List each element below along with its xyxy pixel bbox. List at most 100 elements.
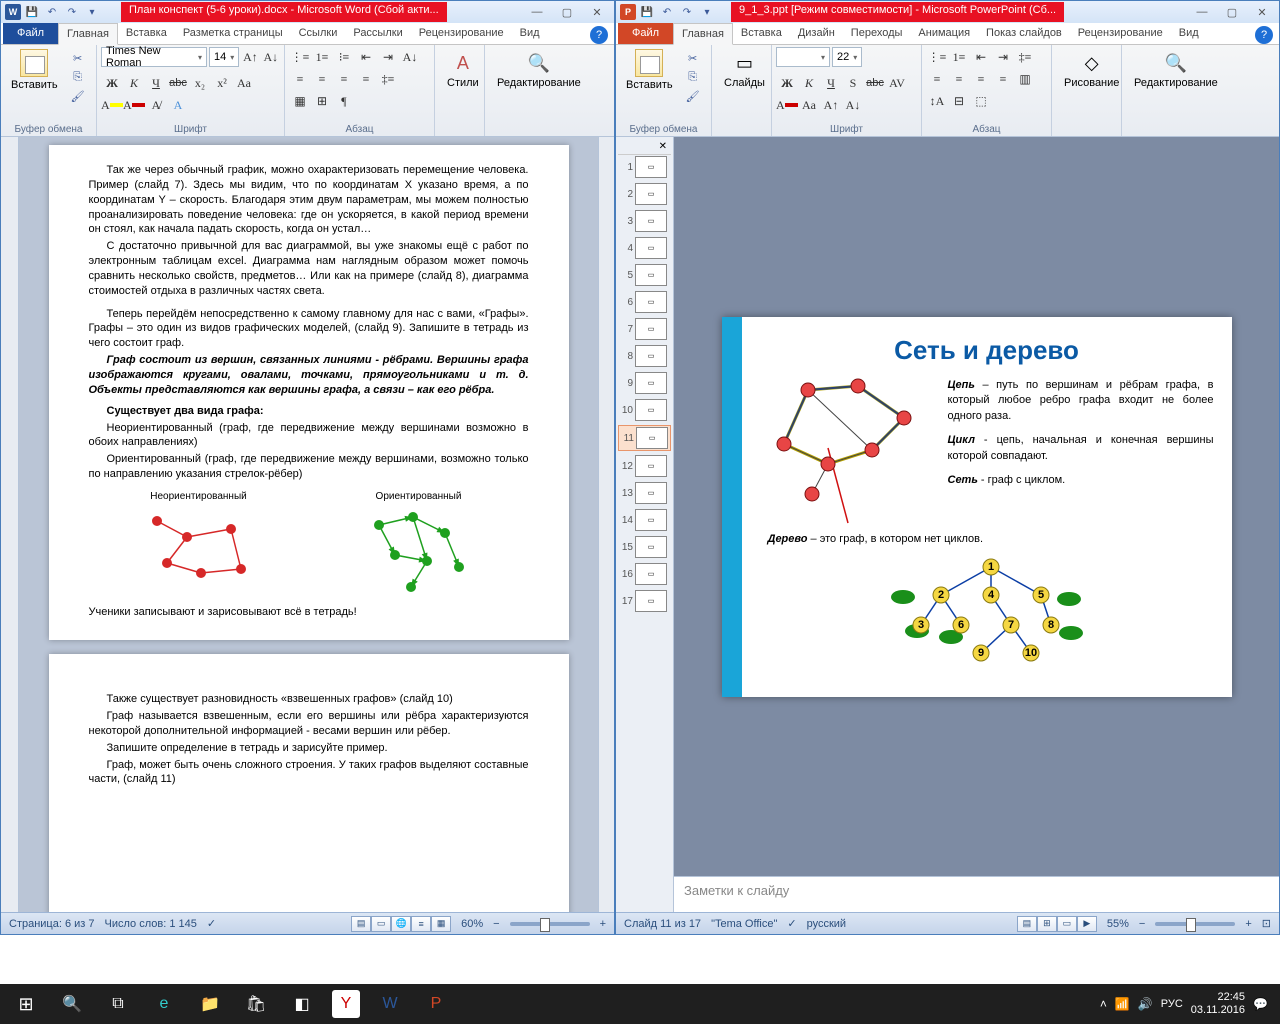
tab-insert[interactable]: Вставка <box>733 22 790 44</box>
text-direction-button[interactable]: ↕A <box>926 91 948 111</box>
justify-button[interactable]: ≡ <box>992 69 1014 89</box>
bullets-button[interactable]: ⋮≡ <box>926 47 948 67</box>
minimize-button[interactable]: — <box>522 3 552 21</box>
tab-review[interactable]: Рецензирование <box>411 22 512 44</box>
tray-chevron-icon[interactable]: ˄ <box>1100 997 1107 1011</box>
line-spacing-button[interactable]: ‡≡ <box>377 69 399 89</box>
undo-icon[interactable]: ↶ <box>43 3 61 21</box>
clock[interactable]: 22:45 03.11.2016 <box>1191 991 1245 1017</box>
underline-button[interactable]: Ч <box>820 73 842 93</box>
ppt-taskbar-icon[interactable]: P <box>414 984 458 1024</box>
bold-button[interactable]: Ж <box>101 73 123 93</box>
numbering-button[interactable]: 1≡ <box>311 47 333 67</box>
spell-check-icon[interactable]: ✓ <box>787 917 796 930</box>
italic-button[interactable]: К <box>798 73 820 93</box>
thumbnail-4[interactable]: 4▭ <box>618 236 671 260</box>
wifi-icon[interactable]: 📶 <box>1115 997 1130 1011</box>
volume-icon[interactable]: 🔊 <box>1138 997 1153 1011</box>
thumbnail-7[interactable]: 7▭ <box>618 317 671 341</box>
spell-check-icon[interactable]: ✓ <box>207 917 216 930</box>
save-icon[interactable]: 💾 <box>23 3 41 21</box>
thumbnail-15[interactable]: 15▭ <box>618 535 671 559</box>
zoom-out-button[interactable]: − <box>493 918 499 930</box>
undo-icon[interactable]: ↶ <box>658 3 676 21</box>
highlight-button[interactable]: A <box>101 95 123 115</box>
grow-font-icon[interactable]: A↑ <box>820 95 842 115</box>
thumbnail-8[interactable]: 8▭ <box>618 344 671 368</box>
tab-view[interactable]: Вид <box>1171 22 1207 44</box>
shadow-button[interactable]: S <box>842 73 864 93</box>
justify-button[interactable]: ≡ <box>355 69 377 89</box>
app-icon[interactable]: ◧ <box>280 984 324 1024</box>
word-taskbar-icon[interactable]: W <box>368 984 412 1024</box>
slide-thumbnails[interactable]: ✕1▭2▭3▭4▭5▭6▭7▭8▭9▭10▭11▭12▭13▭14▭15▭16▭… <box>616 137 674 912</box>
cut-icon[interactable]: ✂ <box>683 49 703 67</box>
scrollbar-area[interactable] <box>598 137 614 912</box>
change-case-button[interactable]: Aa <box>233 73 255 93</box>
zoom-out-button[interactable]: − <box>1139 918 1145 930</box>
maximize-button[interactable]: ▢ <box>1217 3 1247 21</box>
subscript-button[interactable]: x₂ <box>189 73 211 93</box>
format-painter-icon[interactable]: 🖌 <box>68 87 88 105</box>
edge-icon[interactable]: e <box>142 984 186 1024</box>
save-icon[interactable]: 💾 <box>638 3 656 21</box>
bullets-button[interactable]: ⋮≡ <box>289 47 311 67</box>
store-icon[interactable]: 🛍 <box>234 984 278 1024</box>
font-name-select[interactable]: ▾ <box>776 47 830 67</box>
change-case-button[interactable]: Aa <box>798 95 820 115</box>
shading-button[interactable]: ▦ <box>289 91 311 111</box>
thumbnail-10[interactable]: 10▭ <box>618 398 671 422</box>
ppt-app-icon[interactable]: P <box>620 4 636 20</box>
superscript-button[interactable]: x² <box>211 73 233 93</box>
tab-transitions[interactable]: Переходы <box>843 22 911 44</box>
copy-icon[interactable]: ⎘ <box>683 68 703 86</box>
columns-button[interactable]: ▥ <box>1014 69 1036 89</box>
align-right-button[interactable]: ≡ <box>333 69 355 89</box>
qat-more-icon[interactable]: ▾ <box>698 3 716 21</box>
minimize-button[interactable]: — <box>1187 3 1217 21</box>
thumbnail-17[interactable]: 17▭ <box>618 589 671 613</box>
language-indicator[interactable]: РУС <box>1161 998 1183 1010</box>
font-color-button[interactable]: A <box>776 95 798 115</box>
spacing-button[interactable]: AV <box>886 73 908 93</box>
thumbnail-6[interactable]: 6▭ <box>618 290 671 314</box>
align-left-button[interactable]: ≡ <box>926 69 948 89</box>
new-slide-button[interactable]: ▭ Слайды <box>716 47 773 93</box>
search-button[interactable]: 🔍 <box>50 984 94 1024</box>
find-button[interactable]: 🔍 Редактирование <box>489 47 589 93</box>
paste-button[interactable]: Вставить <box>5 47 64 93</box>
close-button[interactable]: ✕ <box>582 3 612 21</box>
thumbnail-3[interactable]: 3▭ <box>618 209 671 233</box>
thumbnail-9[interactable]: 9▭ <box>618 371 671 395</box>
zoom-in-button[interactable]: + <box>1245 918 1251 930</box>
fullscreen-view[interactable]: ▭ <box>371 916 391 932</box>
font-color-button[interactable]: A <box>123 95 145 115</box>
tab-mailings[interactable]: Рассылки <box>345 22 410 44</box>
indent-inc-button[interactable]: ⇥ <box>377 47 399 67</box>
normal-view[interactable]: ▤ <box>1017 916 1037 932</box>
tab-home[interactable]: Главная <box>58 23 118 45</box>
tab-layout[interactable]: Разметка страницы <box>175 22 291 44</box>
draft-view[interactable]: ▦ <box>431 916 451 932</box>
file-tab[interactable]: Файл <box>3 22 58 44</box>
smartart-button[interactable]: ⬚ <box>970 91 992 111</box>
styles-button[interactable]: A Стили <box>439 47 487 93</box>
cut-icon[interactable]: ✂ <box>68 49 88 67</box>
shrink-font-icon[interactable]: A↓ <box>262 47 280 67</box>
indent-dec-button[interactable]: ⇤ <box>970 47 992 67</box>
clear-format-button[interactable]: A̸ <box>145 95 167 115</box>
language-status[interactable]: русский <box>807 918 846 930</box>
yandex-icon[interactable]: Y <box>332 990 360 1018</box>
text-effects-button[interactable]: A <box>167 95 189 115</box>
word-app-icon[interactable]: W <box>5 4 21 20</box>
font-size-select[interactable]: 14▾ <box>209 47 239 67</box>
borders-button[interactable]: ⊞ <box>311 91 333 111</box>
align-text-button[interactable]: ⊟ <box>948 91 970 111</box>
thumbnail-13[interactable]: 13▭ <box>618 481 671 505</box>
align-right-button[interactable]: ≡ <box>970 69 992 89</box>
task-view-button[interactable]: ⧉ <box>96 984 140 1024</box>
start-button[interactable]: ⊞ <box>4 984 48 1024</box>
outline-view[interactable]: ≡ <box>411 916 431 932</box>
fit-button[interactable]: ⊡ <box>1262 917 1271 930</box>
web-view[interactable]: 🌐 <box>391 916 411 932</box>
